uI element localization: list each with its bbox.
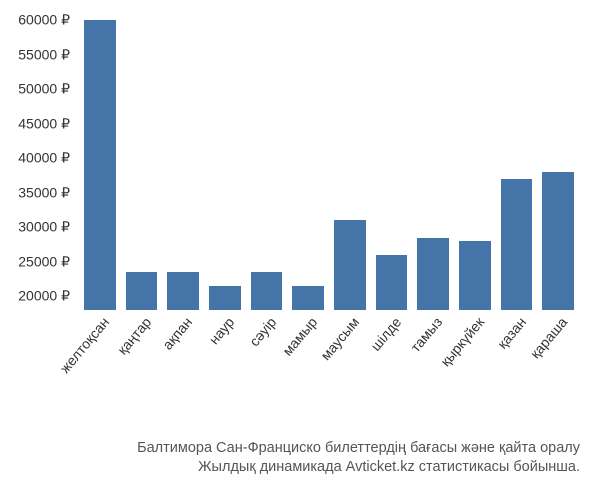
y-tick-label: 55000 ₽ (18, 46, 70, 63)
bar (251, 272, 283, 310)
y-tick-label: 30000 ₽ (18, 219, 70, 236)
caption-line-2: Жылдық динамикада Avticket.kz статистика… (0, 458, 580, 478)
bar (84, 20, 116, 310)
bar (209, 286, 241, 310)
bar (376, 255, 408, 310)
bars-group (78, 20, 580, 310)
bar-chart (78, 20, 580, 310)
chart-caption: Балтимора Сан-Франциско билеттердің баға… (0, 439, 600, 478)
bar (542, 172, 574, 310)
y-tick-label: 25000 ₽ (18, 253, 70, 270)
bar (292, 286, 324, 310)
y-tick-label: 45000 ₽ (18, 115, 70, 132)
y-axis: 20000 ₽ 25000 ₽ 30000 ₽ 35000 ₽ 40000 ₽ 45000… (0, 20, 78, 310)
y-tick-label: 20000 ₽ (18, 288, 70, 305)
y-tick-label: 35000 ₽ (18, 184, 70, 201)
y-tick-label: 50000 ₽ (18, 81, 70, 98)
caption-line-1: Балтимора Сан-Франциско билеттердің баға… (0, 439, 580, 459)
bar (334, 220, 366, 310)
y-tick-label: 40000 ₽ (18, 150, 70, 167)
bar (417, 238, 449, 311)
bar (501, 179, 533, 310)
bar (167, 272, 199, 310)
bar (126, 272, 158, 310)
bar (459, 241, 491, 310)
y-tick-label: 60000 ₽ (18, 12, 70, 29)
